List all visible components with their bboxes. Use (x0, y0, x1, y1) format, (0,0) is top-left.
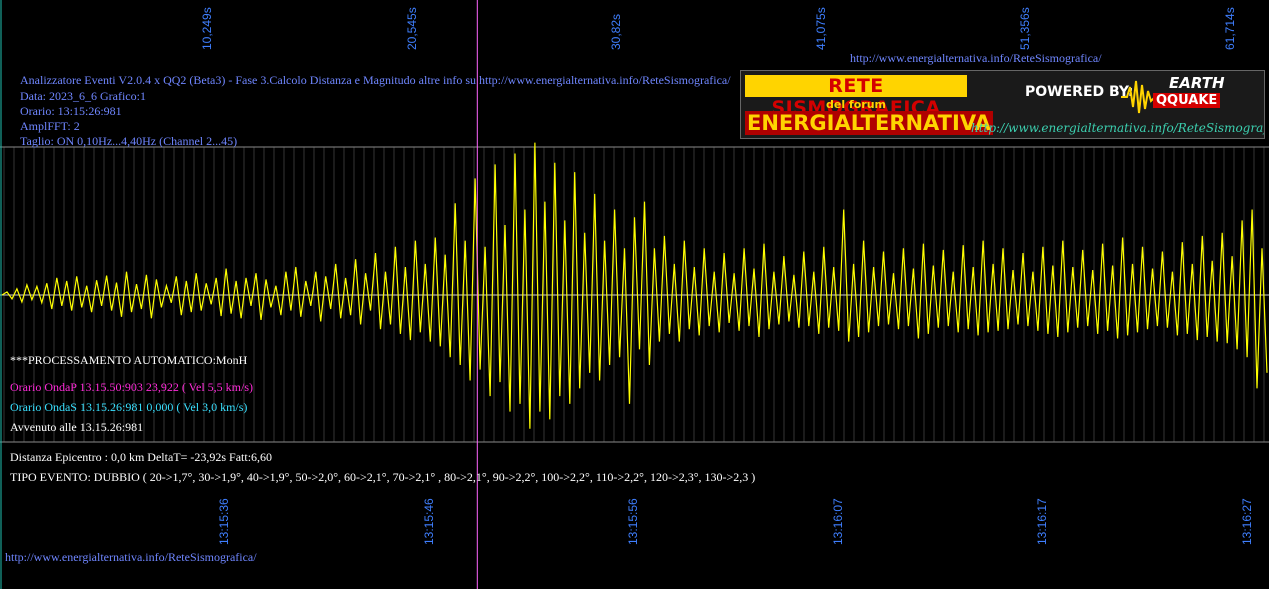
onda-s-readout: Orario OndaS 13.15.26:981 0,000 ( Vel 3,… (10, 400, 248, 414)
epicenter-distance: Distanza Epicentro : 0,0 km DeltaT= -23,… (10, 450, 273, 464)
info-line-date: Data: 2023_6_6 Grafico:1 (20, 89, 146, 103)
banner-name: ENERGIALTERNATIVA (745, 111, 993, 135)
info-line-filter: Taglio: ON 0,10Hz...4,40Hz (Channel 2...… (20, 134, 238, 148)
bottom-tick-label: 13:15:36 (217, 498, 231, 545)
event-type: TIPO EVENTO: DUBBIO ( 20->1,7°, 30->1,9°… (10, 470, 756, 484)
onda-p-readout: Orario OndaP 13.15.50:903 23,922 ( Vel 5… (10, 380, 253, 394)
top-tick-label: 10,249s (200, 7, 214, 50)
bottom-tick-label: 13:16:17 (1035, 498, 1049, 545)
top-tick-label: 51,356s (1018, 7, 1032, 50)
earthquake-logo-bottom: QQUAKE (1153, 93, 1221, 108)
top-tick-label: 30,82s (609, 13, 623, 50)
bottom-tick-label: 13:16:27 (1239, 498, 1254, 545)
top-tick-label: 41,075s (813, 7, 828, 50)
top-tick-label: 20,545s (404, 7, 419, 50)
info-line-title: Analizzatore Eventi V2.0.4 x QQ2 (Beta3)… (20, 73, 731, 87)
info-line-time: Orario: 13:15:26:981 (20, 104, 122, 118)
bottom-tick-label: 13:16:07 (830, 498, 845, 545)
top-tick-label: 61,714s (1222, 7, 1237, 50)
processing-heading: ***PROCESSAMENTO AUTOMATICO:MonH (10, 353, 248, 367)
bottom-tick-label: 13:15:56 (626, 498, 640, 545)
powered-by-label: POWERED BY: (1025, 84, 1134, 100)
banner-title: RETE SISMOGRAFICA (745, 75, 967, 119)
banner-subtitle: del forum (826, 98, 886, 111)
banner-url[interactable]: http://www.energialternativa.info/ReteSi… (971, 121, 1265, 135)
earthquake-logo-top: EARTH (1169, 74, 1225, 92)
top-url-text[interactable]: http://www.energialternativa.info/ReteSi… (850, 51, 1102, 65)
rete-sismografica-banner[interactable]: RETE SISMOGRAFICA del forum ENERGIALTERN… (740, 70, 1265, 139)
event-time-readout: Avvenuto alle 13.15.26:981 (10, 420, 144, 434)
bottom-url-text[interactable]: http://www.energialternativa.info/ReteSi… (5, 550, 257, 564)
seismic-trace (1, 142, 1268, 429)
bottom-tick-label: 13:15:46 (421, 498, 436, 545)
seismogram-logo-icon (1121, 80, 1161, 114)
info-line-ampl: AmplFFT: 2 (20, 119, 80, 133)
